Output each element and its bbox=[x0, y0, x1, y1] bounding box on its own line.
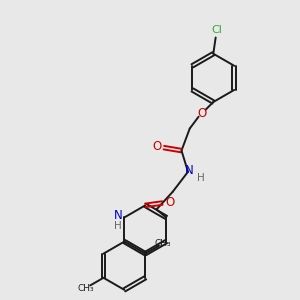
Text: H: H bbox=[197, 173, 205, 183]
Text: H: H bbox=[114, 221, 122, 231]
Text: N: N bbox=[184, 164, 193, 177]
Text: CH₃: CH₃ bbox=[77, 284, 94, 292]
Text: O: O bbox=[197, 107, 207, 120]
Text: O: O bbox=[165, 196, 174, 209]
Text: O: O bbox=[153, 140, 162, 153]
Text: CH₃: CH₃ bbox=[155, 239, 172, 248]
Text: N: N bbox=[113, 208, 122, 222]
Text: Cl: Cl bbox=[212, 25, 222, 34]
